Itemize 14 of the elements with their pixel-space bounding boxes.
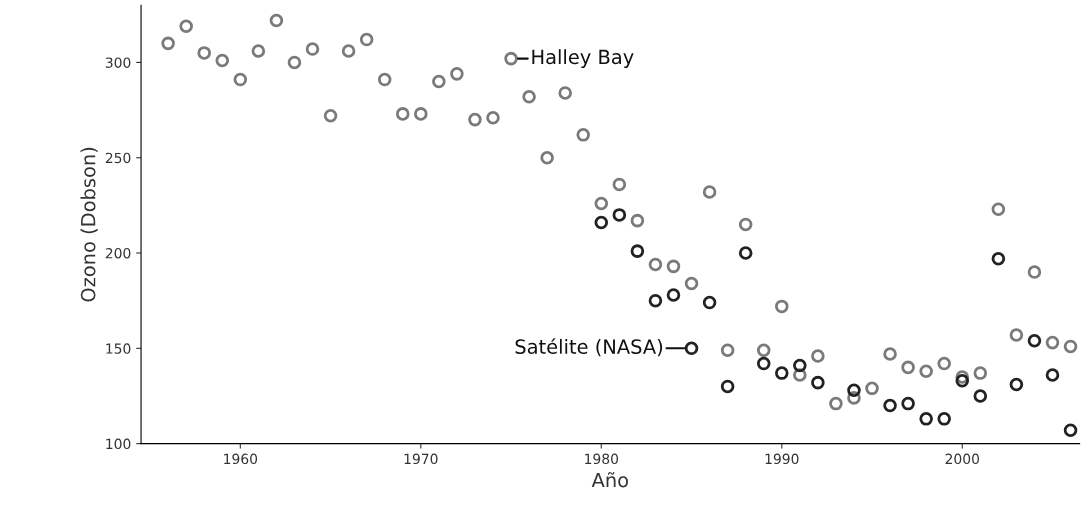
annotation: Satélite (NASA) <box>515 338 663 357</box>
annotation: Halley Bay <box>532 49 634 69</box>
x-tick-label: 1960 <box>224 453 258 465</box>
y-axis-title: Ozono (Dobson) <box>80 147 98 302</box>
x-tick-label: 2000 <box>945 453 980 465</box>
y-tick-label: 250 <box>105 152 131 164</box>
y-tick-label: 100 <box>106 438 131 450</box>
x-tick-label: 1980 <box>585 453 619 465</box>
x-tick-label: 1990 <box>765 453 799 465</box>
y-tick-label: 150 <box>106 343 131 354</box>
y-tick-label: 200 <box>105 248 131 259</box>
x-axis-title: Año <box>591 472 629 488</box>
y-tick-label: 300 <box>105 57 131 68</box>
x-tick-label: 1970 <box>404 453 438 465</box>
